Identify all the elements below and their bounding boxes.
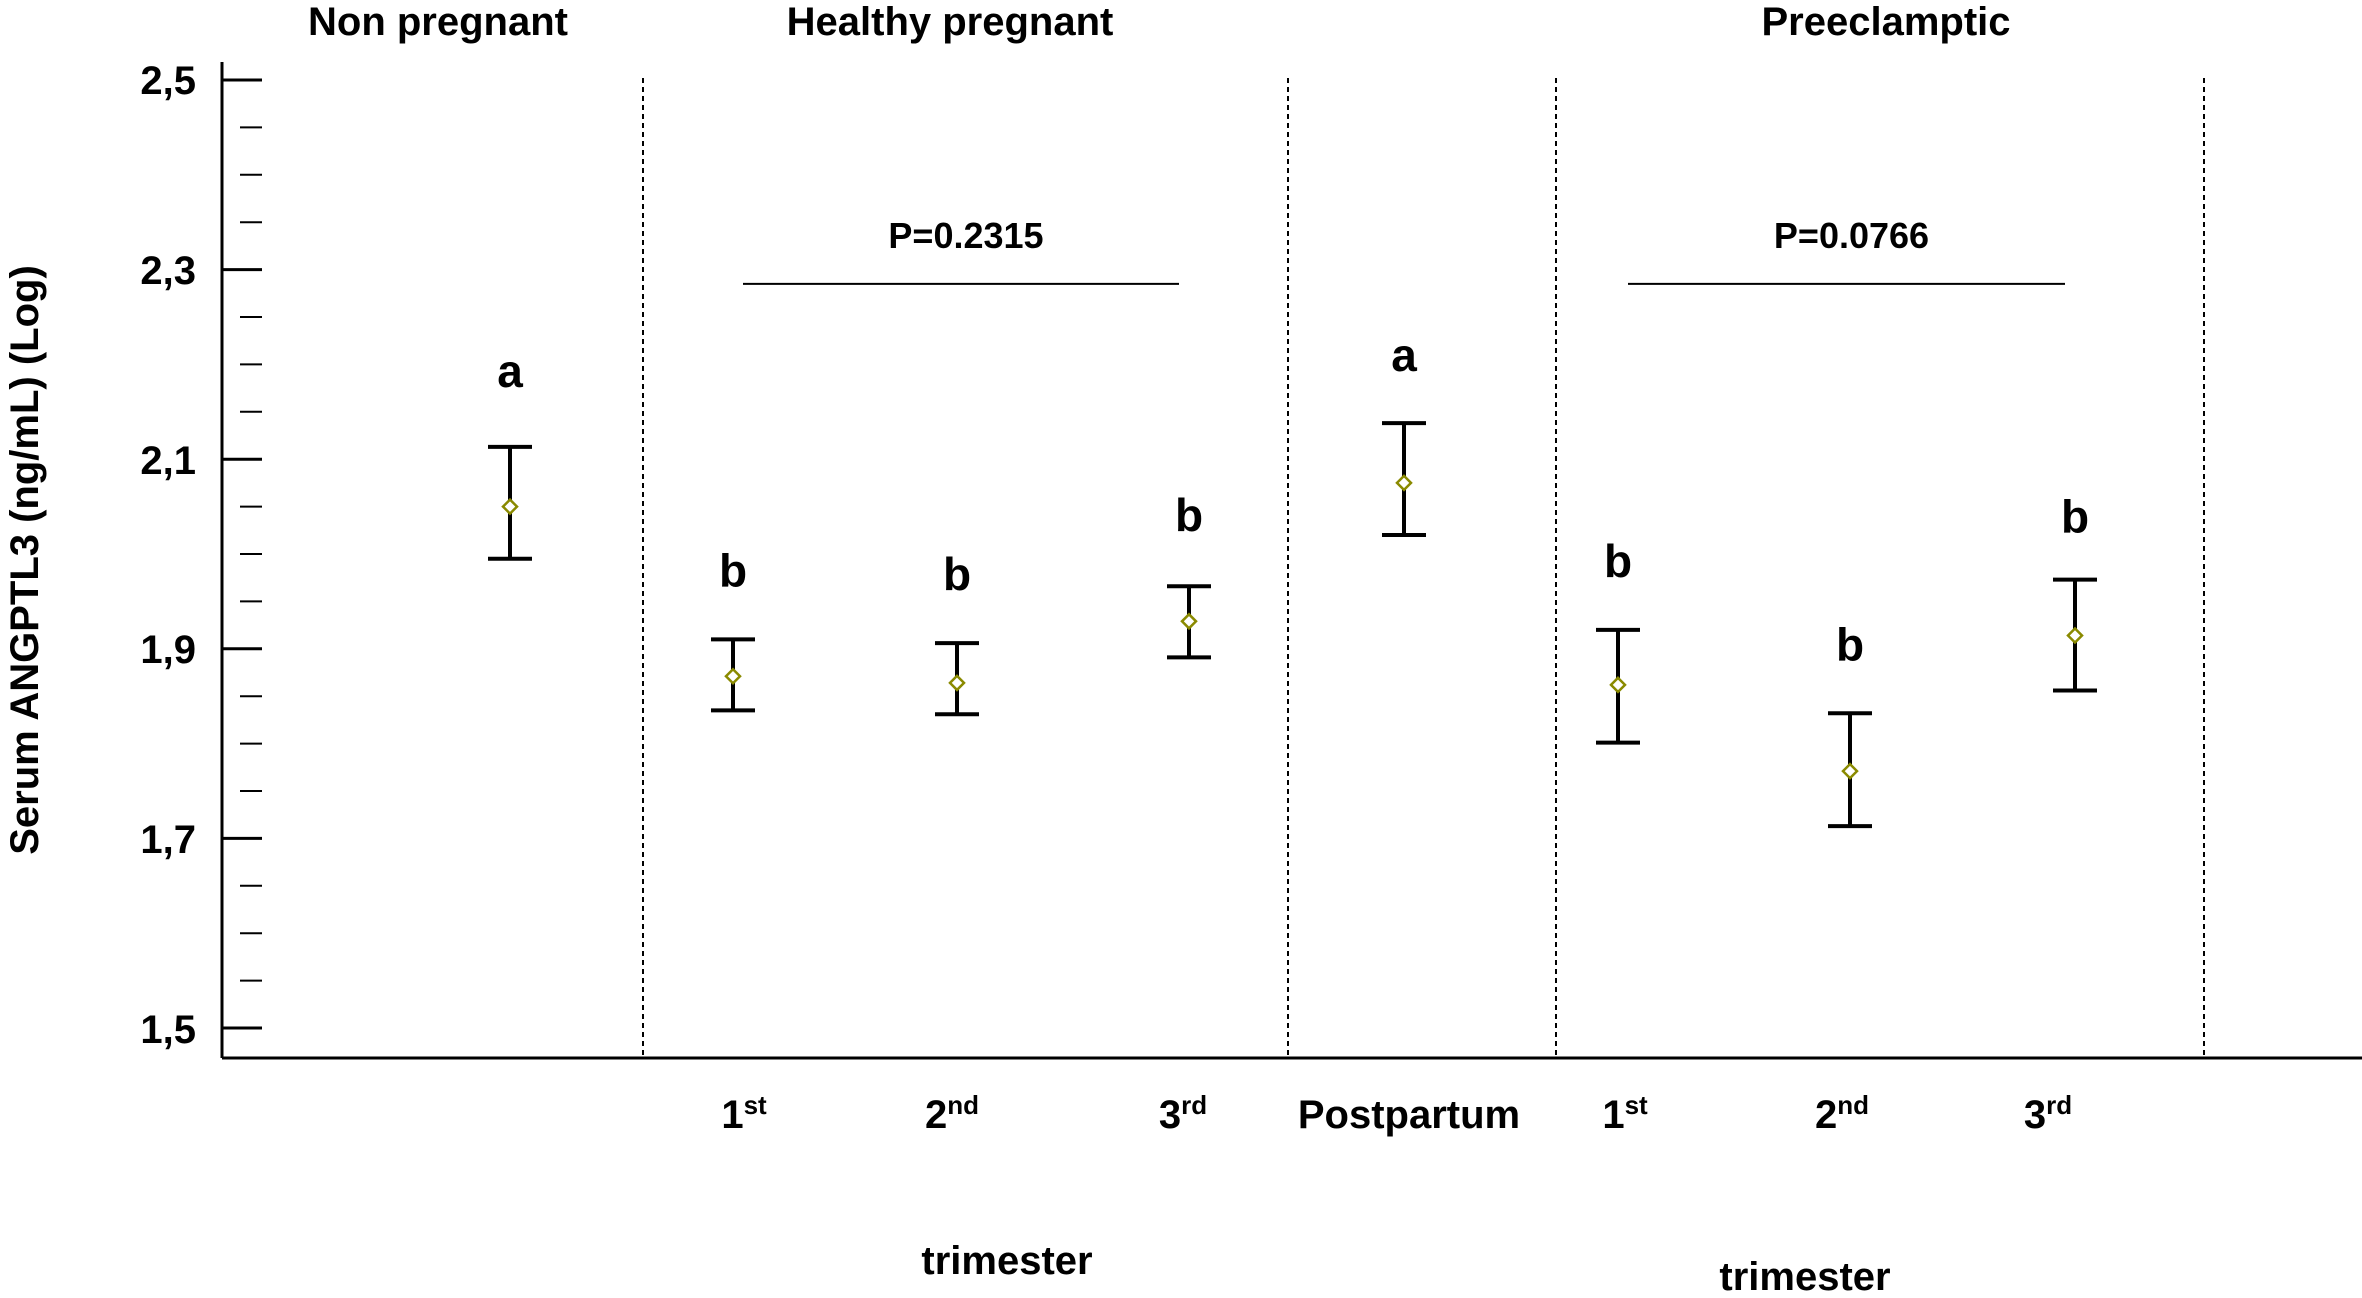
- data-points: a b b b a b b b: [488, 329, 2097, 829]
- significance-letter: b: [943, 548, 971, 600]
- significance-letter: b: [1836, 618, 1864, 670]
- category-label: 1st: [721, 1090, 767, 1137]
- category-label: 2nd: [1815, 1090, 1869, 1137]
- significance-letter: a: [1391, 329, 1417, 381]
- category-label: 3rd: [2024, 1090, 2072, 1137]
- y-tick-label: 2,1: [140, 439, 196, 483]
- y-tick-label: 2,3: [140, 249, 196, 293]
- p-value-label: P=0.2315: [888, 215, 1043, 256]
- mean-marker: [948, 674, 966, 692]
- group-label-healthy-pregnant: Healthy pregnant: [787, 0, 1114, 44]
- mean-marker: [1180, 612, 1198, 631]
- y-axis-label: Serum ANGPTL3 (ng/mL) (Log): [3, 265, 47, 855]
- y-tick-label: 1,5: [140, 1008, 196, 1052]
- section-separators: [642, 78, 2205, 1058]
- data-point: a: [488, 345, 532, 561]
- data-point: a: [1382, 329, 1426, 538]
- category-label: Postpartum: [1298, 1093, 1520, 1137]
- x-axis-label: trimester: [921, 1239, 1092, 1283]
- category-label: 2nd: [925, 1090, 979, 1137]
- group-label-non-pregnant: Non pregnant: [308, 0, 568, 44]
- mean-marker: [1395, 474, 1413, 492]
- mean-marker: [1841, 762, 1859, 780]
- y-tick-label: 2,5: [140, 59, 196, 103]
- significance-letter: b: [719, 544, 747, 596]
- mean-marker: [1609, 676, 1627, 694]
- x-axis-label: trimester: [1719, 1255, 1890, 1298]
- significance-letter: a: [497, 345, 523, 397]
- y-ticks: [222, 78, 262, 1030]
- significance-letter: b: [1175, 489, 1203, 541]
- data-point: b: [1828, 618, 1872, 829]
- data-point: b: [935, 548, 979, 717]
- data-point: b: [1167, 489, 1211, 660]
- category-label: 3rd: [1159, 1090, 1207, 1137]
- p-value-label: P=0.0766: [1774, 215, 1929, 256]
- data-point: b: [1596, 535, 1640, 745]
- category-label: 1st: [1602, 1090, 1648, 1137]
- y-tick-labels: 2,5 2,3 2,1 1,9 1,7 1,5: [140, 59, 196, 1052]
- mean-marker: [501, 497, 519, 516]
- y-tick-label: 1,9: [140, 628, 196, 672]
- significance-letter: b: [2061, 491, 2089, 543]
- data-point: b: [711, 544, 755, 713]
- mean-marker: [2066, 626, 2084, 645]
- significance-letter: b: [1604, 535, 1632, 587]
- group-label-preeclamptic: Preeclamptic: [1761, 0, 2010, 44]
- mean-marker: [724, 667, 742, 686]
- y-tick-label: 1,7: [140, 818, 196, 862]
- data-point: b: [2053, 491, 2097, 693]
